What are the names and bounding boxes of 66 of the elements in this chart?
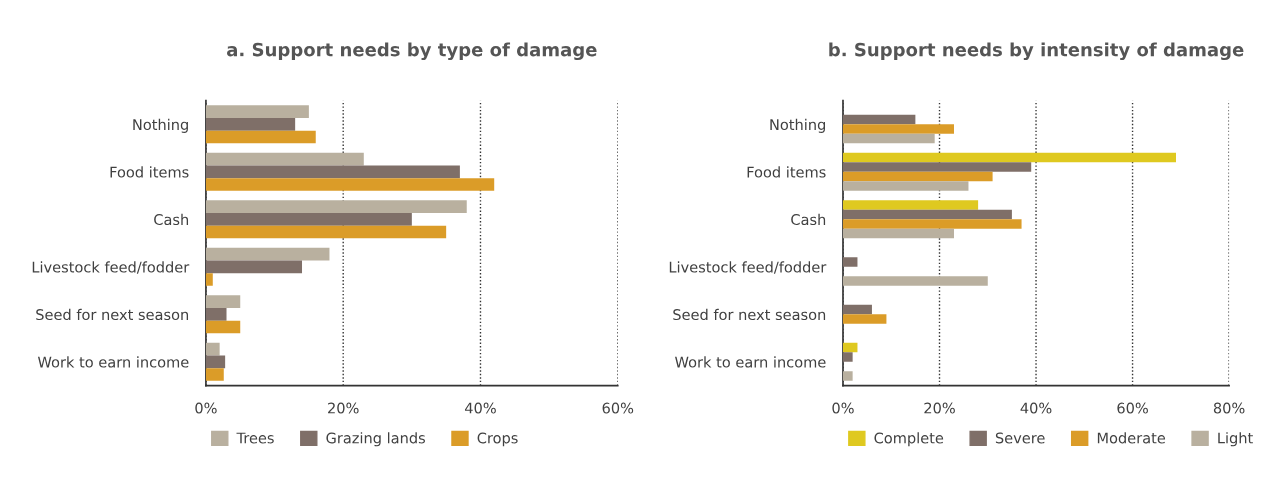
y-tick-label: Work to earn income — [675, 356, 826, 368]
bar — [842, 133, 935, 144]
y-tick-label: Cash — [791, 213, 826, 226]
bar — [842, 342, 858, 353]
x-tick-label: 0% — [195, 402, 217, 414]
bar — [842, 209, 1012, 220]
bar — [205, 130, 316, 144]
bar — [842, 124, 954, 134]
x-tick-label: 40% — [464, 402, 496, 414]
bar — [205, 342, 220, 356]
bar — [205, 273, 213, 286]
bar — [842, 304, 872, 315]
legend-label: Crops — [477, 432, 518, 447]
bar — [205, 200, 467, 214]
legend-label: Grazing lands — [326, 432, 425, 447]
legend-label: Moderate — [1097, 432, 1166, 444]
y-tick-label: Livestock feed/fodder — [669, 261, 827, 274]
legend-label: Trees — [236, 432, 274, 444]
bar — [842, 352, 853, 362]
x-tick-label: 0% — [832, 402, 854, 414]
bar — [842, 219, 1022, 229]
bar — [842, 276, 988, 286]
y-tick-label: Cash — [154, 213, 189, 226]
y-tick-label: Seed for next season — [673, 308, 826, 321]
y-tick-label: Nothing — [770, 118, 825, 133]
bar — [205, 225, 447, 239]
bar — [842, 200, 979, 210]
x-tick-label: 60% — [602, 402, 634, 414]
x-tick-label: 40% — [1020, 402, 1052, 414]
y-tick-label: Work to earn income — [37, 356, 189, 368]
bar — [205, 308, 227, 321]
x-tick-label: 20% — [328, 402, 359, 414]
bar — [842, 314, 887, 324]
y-tick-label: Seed for next season — [36, 308, 189, 321]
bar — [205, 118, 296, 131]
bar — [842, 162, 1032, 172]
y-tick-label: Nothing — [133, 118, 188, 133]
bar — [205, 247, 330, 261]
legend-label: Severe — [995, 432, 1045, 444]
bar — [842, 371, 853, 381]
y-tick-label: Food items — [110, 166, 189, 178]
bar — [842, 114, 916, 125]
bar — [205, 213, 412, 226]
x-tick-label: 20% — [924, 402, 955, 414]
chart-title: a. Support needs by type of damage — [227, 42, 597, 61]
bar — [842, 171, 993, 182]
bar — [205, 165, 460, 179]
chart-title: b. Support needs by intensity of damage — [829, 42, 1244, 61]
bar — [842, 257, 858, 267]
y-tick-label: Livestock feed/fodder — [32, 261, 190, 274]
legend-label: Light — [1218, 432, 1253, 447]
bar — [842, 181, 969, 191]
bar — [842, 152, 1176, 163]
bar — [205, 105, 309, 119]
bar — [205, 260, 303, 274]
legend-label: Complete — [874, 432, 944, 447]
bar — [205, 355, 226, 369]
bar — [205, 152, 364, 166]
bar — [205, 295, 241, 309]
bar — [205, 368, 224, 381]
bar — [842, 228, 954, 239]
x-tick-label: 80% — [1213, 402, 1245, 414]
y-tick-label: Food items — [747, 166, 826, 178]
bar — [205, 320, 241, 334]
bar — [205, 178, 495, 191]
x-tick-label: 60% — [1117, 402, 1148, 414]
